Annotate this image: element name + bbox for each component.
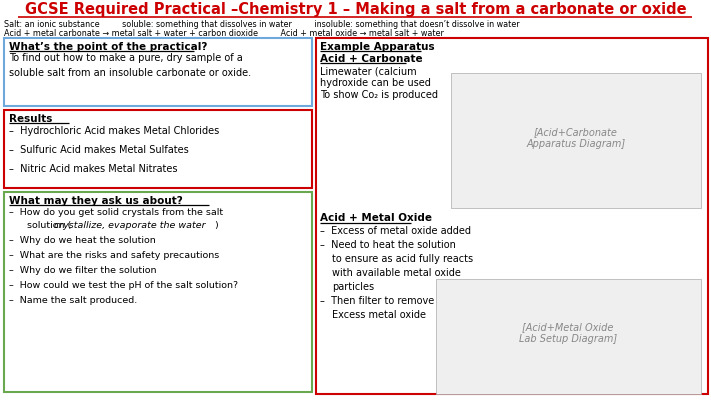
Text: To find out how to make a pure, dry sample of a
soluble salt from an insoluble c: To find out how to make a pure, dry samp… [9,53,251,78]
Bar [436,279,701,394]
Text: –  What are the risks and safety precautions: – What are the risks and safety precauti… [9,251,219,260]
Text: –  Then filter to remove: – Then filter to remove [320,296,434,306]
Text: crystallize, evaporate the water: crystallize, evaporate the water [54,221,205,230]
Text: hydroxide can be used: hydroxide can be used [320,78,431,88]
Text: –  Need to heat the solution: – Need to heat the solution [320,240,456,250]
Text: [Acid+Carbonate
Apparatus Diagram]: [Acid+Carbonate Apparatus Diagram] [526,127,626,149]
Text: particles: particles [332,282,374,292]
Text: –  Why do we heat the solution: – Why do we heat the solution [9,236,156,245]
Text: What’s the point of the practical?: What’s the point of the practical? [9,42,208,52]
Text: GCSE Required Practical –Chemistry 1 – Making a salt from a carbonate or oxide: GCSE Required Practical –Chemistry 1 – M… [25,2,686,17]
Text: –  How do you get solid crystals from the salt: – How do you get solid crystals from the… [9,208,223,217]
Text: Acid + metal carbonate → metal salt + water + carbon dioxide         Acid + meta: Acid + metal carbonate → metal salt + wa… [4,29,444,38]
Text: [Acid+Metal Oxide
Lab Setup Diagram]: [Acid+Metal Oxide Lab Setup Diagram] [519,322,617,344]
Bar [316,38,708,394]
Text: –  Hydrochloric Acid makes Metal Chlorides: – Hydrochloric Acid makes Metal Chloride… [9,126,219,136]
Text: What may they ask us about?: What may they ask us about? [9,196,183,206]
Text: To show Co₂ is produced: To show Co₂ is produced [320,90,438,100]
Bar [4,192,312,392]
Text: –  Name the salt produced.: – Name the salt produced. [9,296,137,305]
Text: –  Excess of metal oxide added: – Excess of metal oxide added [320,226,471,236]
Text: to ensure as acid fully reacts: to ensure as acid fully reacts [332,254,473,264]
Bar [451,73,701,208]
Text: Example Apparatus: Example Apparatus [320,42,434,52]
Bar [4,110,312,188]
Text: Limewater (calcium: Limewater (calcium [320,66,417,76]
Text: –  Sulfuric Acid makes Metal Sulfates: – Sulfuric Acid makes Metal Sulfates [9,145,188,155]
Text: ): ) [214,221,218,230]
Text: –  How could we test the pH of the salt solution?: – How could we test the pH of the salt s… [9,281,238,290]
Bar [4,38,312,106]
Text: solution (: solution ( [18,221,71,230]
Text: –  Why do we filter the solution: – Why do we filter the solution [9,266,156,275]
Text: –  Nitric Acid makes Metal Nitrates: – Nitric Acid makes Metal Nitrates [9,164,178,174]
Text: Acid + Carbonate: Acid + Carbonate [320,54,422,64]
Text: with available metal oxide: with available metal oxide [332,268,461,278]
Text: Salt: an ionic substance         soluble: something that dissolves in water     : Salt: an ionic substance soluble: someth… [4,20,520,29]
Text: Excess metal oxide: Excess metal oxide [332,310,426,320]
Text: Results: Results [9,114,53,124]
Text: Acid + Metal Oxide: Acid + Metal Oxide [320,213,432,223]
